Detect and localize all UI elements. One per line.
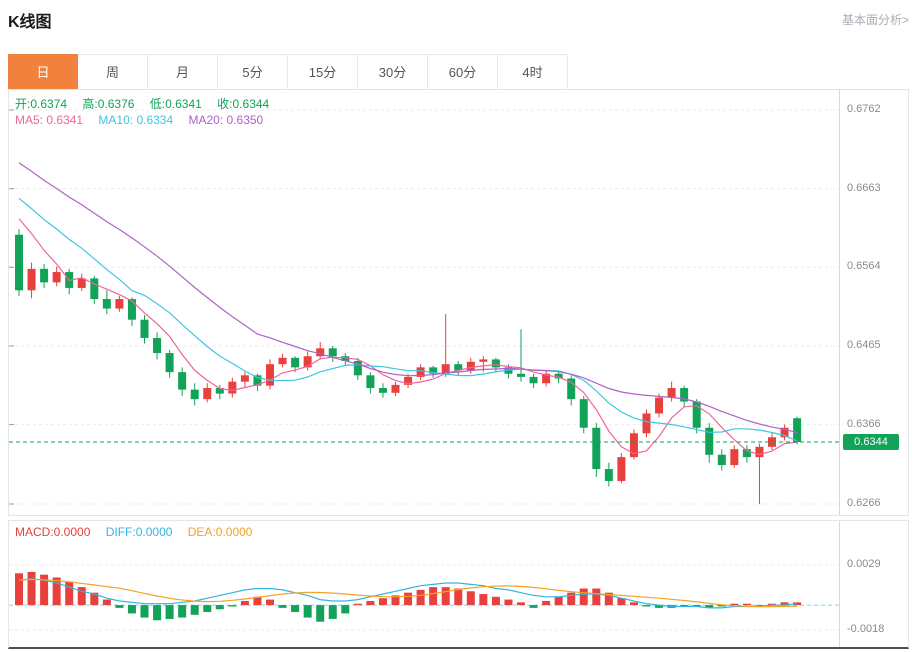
ma-legend: MA5: 0.6341 MA10: 0.6334 MA20: 0.6350 — [15, 113, 275, 127]
close-value: 0.6344 — [232, 97, 270, 111]
open-label: 开: — [15, 97, 31, 111]
macd-panel: MACD:0.0000 DIFF:0.0000 DEA:0.0000 0.002… — [8, 520, 909, 649]
tab-15min[interactable]: 15分 — [288, 54, 358, 89]
dea-value: 0.0000 — [215, 525, 253, 539]
main-y-tick: 0.6762 — [847, 103, 881, 115]
main-y-tick: 0.6366 — [847, 417, 881, 430]
tab-30min[interactable]: 30分 — [358, 54, 428, 89]
ma10-value: 0.6334 — [136, 113, 174, 127]
main-y-tick: 0.6465 — [847, 338, 881, 351]
tab-day[interactable]: 日 — [8, 54, 78, 89]
macd-y-tick: 0.0029 — [847, 558, 881, 570]
main-chart-panel: 开:0.6374 高:0.6376 低:0.6341 收:0.6344 MA5:… — [8, 90, 909, 516]
ma5-value: 0.6341 — [46, 113, 84, 127]
macd-canvas[interactable] — [9, 521, 839, 645]
page-title: K线图 — [8, 14, 52, 31]
high-value: 0.6376 — [97, 97, 135, 111]
ma10-label: MA10: — [98, 113, 134, 127]
tab-5min[interactable]: 5分 — [218, 54, 288, 89]
low-value: 0.6341 — [165, 97, 202, 111]
ma20-label: MA20: — [188, 113, 224, 127]
tab-60min[interactable]: 60分 — [428, 54, 498, 89]
interval-tab-bar: 日 周 月 5分 15分 30分 60分 4时 — [8, 54, 909, 90]
low-label: 低: — [149, 97, 166, 111]
ma20-value: 0.6350 — [226, 113, 264, 127]
macd-value: 0.0000 — [53, 525, 91, 539]
candlestick-canvas[interactable] — [9, 90, 839, 515]
high-label: 高: — [82, 97, 98, 111]
tab-4hour[interactable]: 4时 — [498, 54, 568, 89]
macd-label: MACD: — [15, 525, 54, 539]
main-y-tick: 0.6266 — [847, 497, 881, 509]
current-price-badge: 0.6344 — [843, 434, 899, 451]
main-y-tick: 0.6564 — [847, 260, 881, 273]
diff-label: DIFF: — [105, 525, 136, 539]
tab-month[interactable]: 月 — [148, 54, 218, 89]
macd-y-tick: -0.0018 — [847, 623, 885, 635]
macd-y-axis: 0.0029 -0.0018 — [839, 521, 908, 647]
open-value: 0.6374 — [30, 97, 68, 111]
fundamental-analysis-link[interactable]: 基本面分析> — [841, 13, 909, 27]
main-y-axis: 0.6344 0.6762 0.6663 0.6564 0.6465 0.6366 0.6… — [839, 90, 908, 515]
diff-value: 0.0000 — [135, 525, 173, 539]
tab-week[interactable]: 周 — [78, 54, 148, 89]
main-y-tick: 0.6663 — [847, 181, 881, 194]
dea-label: DEA: — [187, 525, 216, 539]
close-label: 收: — [217, 97, 233, 111]
ohlc-legend: 开:0.6374 高:0.6376 低:0.6341 收:0.6344 — [15, 95, 281, 112]
macd-legend: MACD:0.0000 DIFF:0.0000 DEA:0.0000 — [15, 525, 264, 539]
ma5-label: MA5: — [15, 113, 44, 127]
